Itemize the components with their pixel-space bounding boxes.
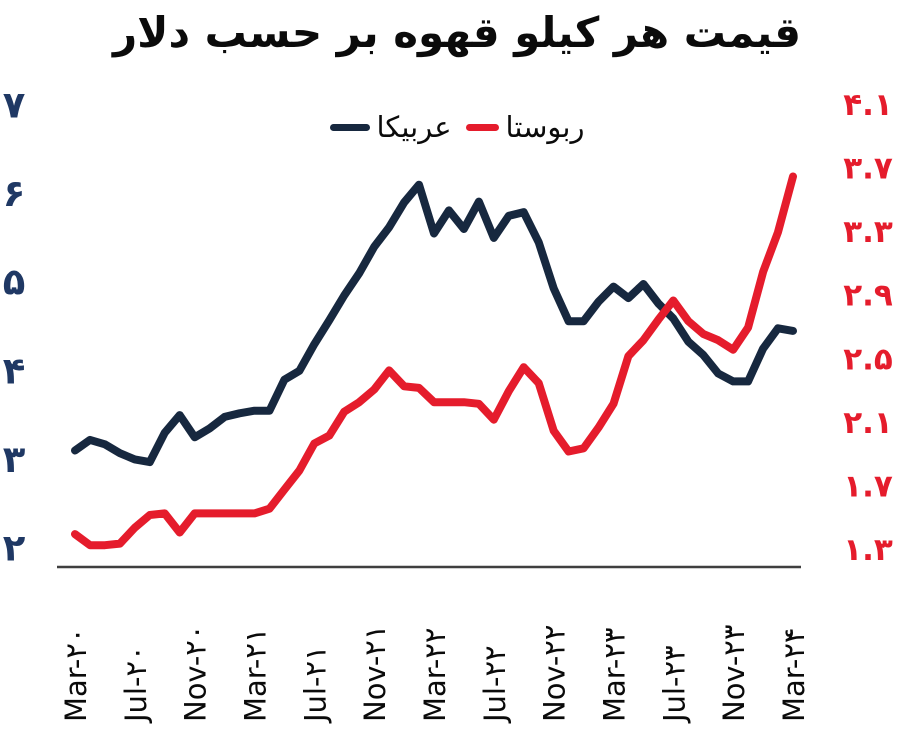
right-axis-tick-label: ۲.۱ xyxy=(843,405,893,441)
x-axis-tick-label: Jul-۲۳ xyxy=(657,645,691,724)
left-axis-tick-label: ۶ xyxy=(3,172,26,215)
right-axis-tick-label: ۱.۷ xyxy=(843,468,893,504)
arabica-line xyxy=(71,180,797,467)
x-axis-tick-label: Jul-۲۲ xyxy=(478,645,512,724)
legend-label-arabica: عربیکا xyxy=(376,109,452,144)
x-axis-tick-label: Jul-۲۱ xyxy=(298,645,332,724)
x-axis-tick-label: Nov-۲۲ xyxy=(538,625,572,722)
left-axis-tick-label: ۴ xyxy=(3,349,26,392)
left-axis-tick-label: ۷ xyxy=(3,84,26,127)
legend-swatch-arabica xyxy=(329,123,370,131)
x-axis-tick-label: Nov-۲۰ xyxy=(179,625,213,722)
left-axis-tick-label: ۵ xyxy=(3,261,26,304)
x-axis-tick-label: Nov-۲۱ xyxy=(358,625,392,722)
right-axis-tick-label: ۲.۵ xyxy=(843,341,893,377)
right-axis-tick-label: ۱.۳ xyxy=(843,532,893,568)
x-axis-tick-label: Jul-۲۰ xyxy=(119,645,153,724)
x-axis-tick-label: Mar-۲۰ xyxy=(59,628,93,722)
right-axis-tick-label: ۲.۹ xyxy=(843,278,893,314)
legend: عربیکا ربوستا xyxy=(0,106,914,148)
x-axis-tick-label: Mar-۲۱ xyxy=(239,628,273,722)
robusta-line xyxy=(71,172,797,550)
x-axis-tick-label: Nov-۲۳ xyxy=(717,625,751,722)
right-axis-tick-label: ۴.۱ xyxy=(843,87,893,123)
chart-title: قیمت هر کیلو قهوه بر حسب دلار xyxy=(112,8,802,57)
left-axis-tick-label: ۲ xyxy=(3,527,26,570)
right-axis-tick-label: ۳.۳ xyxy=(843,214,893,250)
x-axis-tick-label: Mar-۲۳ xyxy=(598,628,632,722)
right-axis-tick-label: ۳.۷ xyxy=(843,151,893,187)
legend-item-arabica: عربیکا xyxy=(329,109,452,144)
legend-item-robusta: ربوستا xyxy=(465,109,585,144)
legend-swatch-robusta xyxy=(465,123,499,131)
x-axis-tick-label: Mar-۲۲ xyxy=(418,628,452,722)
legend-label-robusta: ربوستا xyxy=(505,109,585,144)
left-axis-tick-label: ۳ xyxy=(3,438,26,481)
x-axis-tick-label: Mar-۲۴ xyxy=(777,628,811,722)
